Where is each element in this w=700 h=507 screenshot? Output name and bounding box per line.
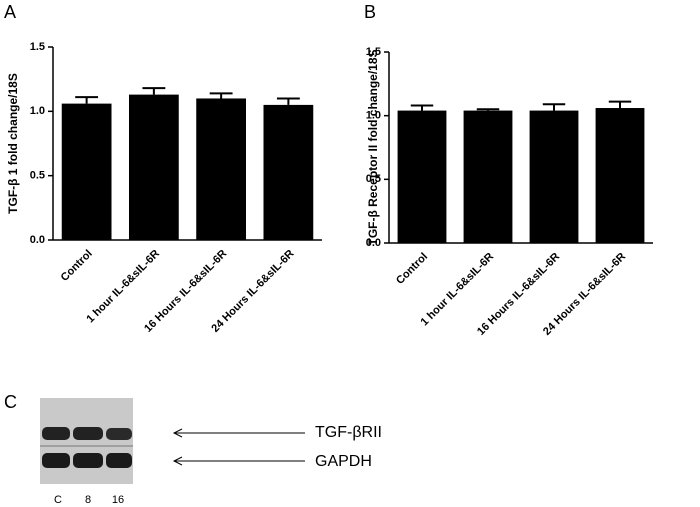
error-bar <box>608 100 632 109</box>
y-tick-label: 1.0 <box>30 105 45 117</box>
y-axis-label: TGF-β 1 fold change/18S <box>6 73 20 214</box>
lane-label: 8 <box>85 494 91 506</box>
y-tick-label: 0.5 <box>30 170 45 182</box>
error-bar <box>410 104 434 111</box>
blot-image <box>40 398 133 484</box>
x-tick-label: 1 hour IL-6&sIL-6R <box>84 248 162 326</box>
bar <box>61 103 112 240</box>
error-bar <box>75 96 99 104</box>
error-bar <box>142 87 166 95</box>
lane-label: 16 <box>112 494 124 506</box>
bar <box>196 98 247 240</box>
y-tick-label: 1.5 <box>30 41 45 53</box>
blot-bands <box>40 427 133 468</box>
panel-label: C <box>4 392 17 412</box>
blot-label: TGF-βRII <box>315 424 382 441</box>
y-axis-label: TGF-β Receptor II fold change/18S <box>366 49 380 245</box>
error-bar <box>209 92 233 99</box>
bar <box>263 104 314 241</box>
y-tick-label: 0.0 <box>366 237 381 249</box>
blot-label: GAPDH <box>315 453 372 470</box>
bar <box>128 94 179 241</box>
arrows <box>172 428 305 466</box>
x-tick-label: Control <box>394 251 430 287</box>
error-bar <box>276 97 300 105</box>
y-tick-label: 1.5 <box>366 46 381 58</box>
panel-label: B <box>364 2 376 22</box>
bar <box>463 110 513 243</box>
error-bar <box>476 108 500 111</box>
bar <box>595 108 645 243</box>
error-bar <box>542 103 566 111</box>
x-tick-label: Control <box>59 248 95 284</box>
bar <box>397 110 447 243</box>
y-tick-label: 1.0 <box>366 110 381 122</box>
y-tick-label: 0.0 <box>30 234 45 246</box>
x-tick-label: 1 hour IL-6&sIL-6R <box>419 251 497 329</box>
y-tick-label: 0.5 <box>366 173 381 185</box>
panel-label: A <box>4 2 16 22</box>
bar <box>529 110 579 243</box>
lane-label: C <box>54 494 62 506</box>
